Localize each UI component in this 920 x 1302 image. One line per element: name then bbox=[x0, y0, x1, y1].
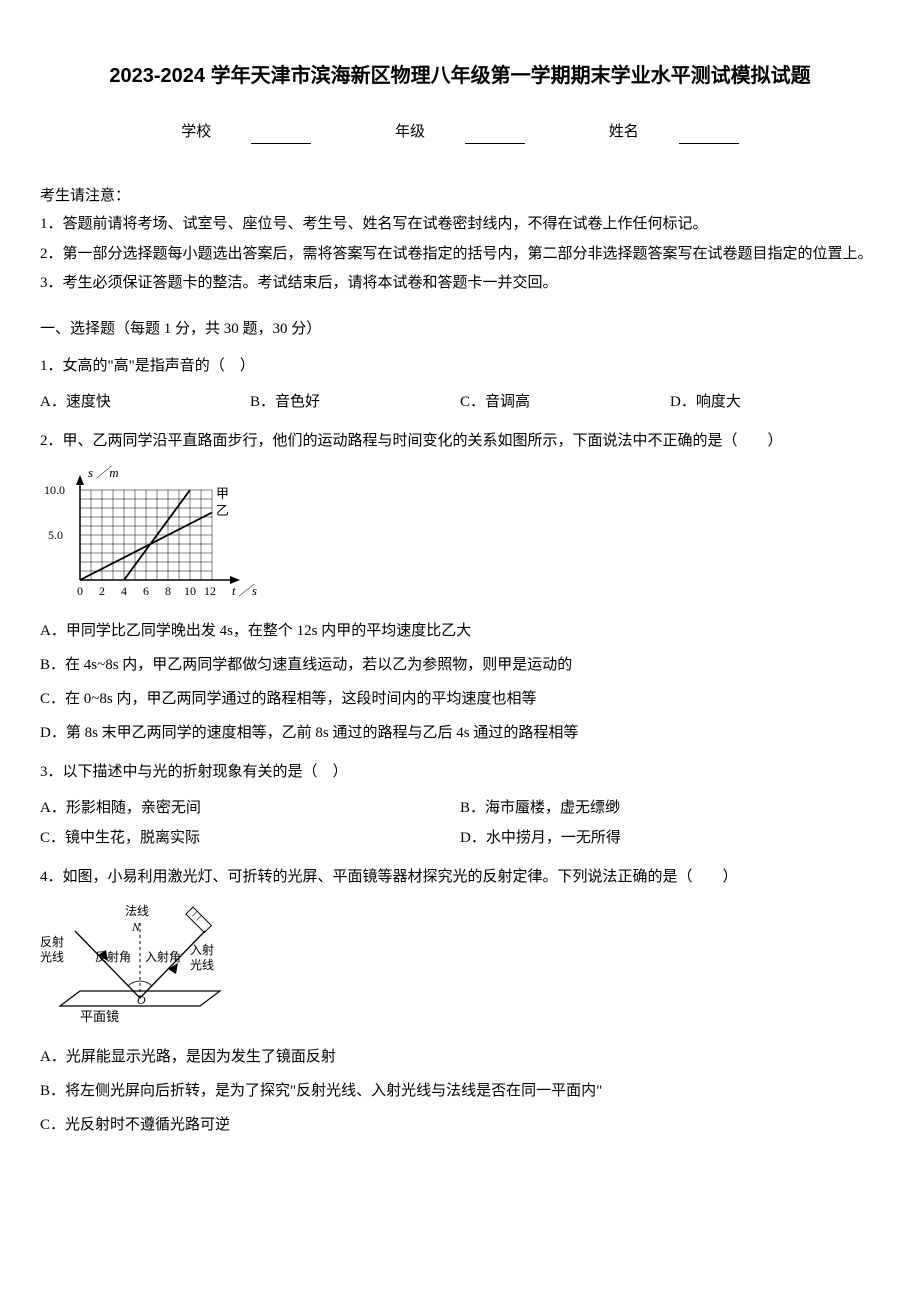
q1-option-a: A．速度快 bbox=[40, 390, 250, 414]
q2-option-c: C．在 0~8s 内，甲乙两同学通过的路程相等，这段时间内的平均速度也相等 bbox=[40, 687, 880, 711]
section-1-header: 一、选择题（每题 1 分，共 30 题，30 分） bbox=[40, 317, 880, 341]
q3-option-c: C．镜中生花，脱离实际 bbox=[40, 826, 460, 850]
name-field: 姓名 bbox=[589, 120, 759, 144]
notice-item-3: 3．考生必须保证答题卡的整洁。考试结束后，请将本试卷和答题卡一并交回。 bbox=[40, 271, 880, 297]
grade-label: 年级 bbox=[395, 120, 425, 144]
question-2: 2．甲、乙两同学沿平直路面步行，他们的运动路程与时间变化的关系如图所示，下面说法… bbox=[40, 428, 880, 455]
x-tick-12: 12 bbox=[204, 584, 216, 598]
x-tick-2: 2 bbox=[99, 584, 105, 598]
question-3: 3．以下描述中与光的折射现象有关的是（ ） bbox=[40, 759, 880, 786]
question-2-options: A．甲同学比乙同学晚出发 4s，在整个 12s 内甲的平均速度比乙大 B．在 4… bbox=[40, 619, 880, 745]
notice-item-2: 2．第一部分选择题每小题选出答案后，需将答案写在试卷指定的括号内，第二部分非选择… bbox=[40, 242, 880, 268]
question-3-options: A．形影相随，亲密无间 B．海市蜃楼，虚无缥缈 C．镜中生花，脱离实际 D．水中… bbox=[40, 796, 880, 850]
school-blank bbox=[251, 128, 311, 145]
name-blank bbox=[679, 128, 739, 145]
notice-header: 考生请注意： bbox=[40, 184, 880, 208]
question-1: 1．女高的"高"是指声音的（ ） bbox=[40, 353, 880, 380]
question-4-diagram: O N 法线 反射 光线 反射角 入射角 入射 光线 平面镜 bbox=[40, 901, 880, 1031]
x-tick-6: 6 bbox=[143, 584, 149, 598]
x-tick-8: 8 bbox=[165, 584, 171, 598]
q2-option-b: B．在 4s~8s 内，甲乙两同学都做匀速直线运动，若以乙为参照物，则甲是运动的 bbox=[40, 653, 880, 677]
line-jia-label: 甲 bbox=[216, 486, 229, 501]
line-yi-label: 乙 bbox=[216, 503, 229, 518]
q4-option-b: B．将左侧光屏向后折转，是为了探究"反射光线、入射光线与法线是否在同一平面内" bbox=[40, 1079, 880, 1103]
school-field: 学校 bbox=[161, 120, 331, 144]
name-label: 姓名 bbox=[609, 120, 639, 144]
rushe-right-1: 入射 bbox=[190, 942, 214, 957]
rushejiao-label: 入射角 bbox=[145, 949, 181, 964]
exam-title: 2023-2024 学年天津市滨海新区物理八年级第一学期期末学业水平测试模拟试题 bbox=[40, 60, 880, 92]
x-axis-label: t ／s bbox=[232, 583, 257, 598]
point-o: O bbox=[137, 993, 146, 1007]
question-4-options: A．光屏能显示光路，是因为发生了镜面反射 B．将左侧光屏向后折转，是为了探究"反… bbox=[40, 1045, 880, 1137]
x-tick-4: 4 bbox=[121, 584, 127, 598]
y-axis-label: s ／m bbox=[88, 465, 119, 480]
q1-option-b: B．音色好 bbox=[250, 390, 460, 414]
grade-field: 年级 bbox=[375, 120, 545, 144]
q3-option-a: A．形影相随，亲密无间 bbox=[40, 796, 460, 820]
x-tick-0: 0 bbox=[77, 584, 83, 598]
y-tick-10: 10.0 bbox=[44, 483, 65, 497]
x-tick-10: 10 bbox=[184, 584, 196, 598]
q1-option-c: C．音调高 bbox=[460, 390, 670, 414]
q3-option-b: B．海市蜃楼，虚无缥缈 bbox=[460, 796, 880, 820]
fanshe-left-1: 反射 bbox=[40, 934, 64, 949]
fanshejiao-label: 反射角 bbox=[95, 949, 131, 964]
q2-option-d: D．第 8s 末甲乙两同学的速度相等，乙前 8s 通过的路程与乙后 4s 通过的… bbox=[40, 721, 880, 745]
question-2-graph: s ／m bbox=[40, 465, 880, 605]
student-info-line: 学校 年级 姓名 bbox=[40, 120, 880, 144]
q2-option-a: A．甲同学比乙同学晚出发 4s，在整个 12s 内甲的平均速度比乙大 bbox=[40, 619, 880, 643]
faxian-label: 法线 bbox=[125, 904, 149, 918]
rushe-right-2: 光线 bbox=[190, 958, 214, 972]
q4-option-a: A．光屏能显示光路，是因为发生了镜面反射 bbox=[40, 1045, 880, 1069]
question-1-options: A．速度快 B．音色好 C．音调高 D．响度大 bbox=[40, 390, 880, 414]
st-graph-svg: s ／m bbox=[40, 465, 260, 605]
q3-option-d: D．水中捞月，一无所得 bbox=[460, 826, 880, 850]
point-n: N bbox=[131, 920, 141, 934]
fanshe-left-2: 光线 bbox=[40, 950, 64, 964]
notice-item-1: 1．答题前请将考场、试室号、座位号、考生号、姓名写在试卷密封线内，不得在试卷上作… bbox=[40, 212, 880, 238]
reflection-diagram-svg: O N 法线 反射 光线 反射角 入射角 入射 光线 平面镜 bbox=[40, 901, 260, 1031]
pingmianjing-label: 平面镜 bbox=[80, 1009, 119, 1024]
y-tick-5: 5.0 bbox=[48, 528, 63, 542]
q1-option-d: D．响度大 bbox=[670, 390, 880, 414]
school-label: 学校 bbox=[181, 120, 211, 144]
q4-option-c: C．光反射时不遵循光路可逆 bbox=[40, 1113, 880, 1137]
question-4: 4．如图，小易利用激光灯、可折转的光屏、平面镜等器材探究光的反射定律。下列说法正… bbox=[40, 864, 880, 891]
grade-blank bbox=[465, 128, 525, 145]
